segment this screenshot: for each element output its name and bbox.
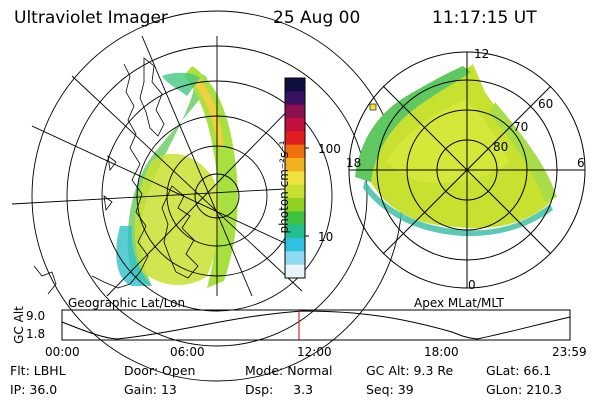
time-tick-1800: 18:00 bbox=[424, 345, 459, 359]
colorbar-swatch bbox=[285, 131, 305, 146]
colorbar-swatch bbox=[285, 78, 305, 92]
colorbar-swatch bbox=[285, 264, 305, 279]
footer-flt: Flt: LBHL bbox=[10, 363, 66, 378]
alt-tick-9: 9.0 bbox=[26, 309, 46, 323]
coastline-islands bbox=[103, 155, 117, 212]
aurora-bright-arc bbox=[192, 76, 224, 148]
colorbar-tick-100: 100 bbox=[318, 142, 341, 156]
mlat-label-60: 60 bbox=[538, 97, 554, 111]
colorbar-swatch bbox=[285, 158, 305, 172]
polar-plot bbox=[348, 51, 586, 289]
colorbar-swatch bbox=[285, 198, 305, 212]
aurora-diffuse-south bbox=[116, 226, 152, 286]
colorbar-swatch bbox=[285, 184, 305, 199]
footer-door: Door: Open bbox=[124, 363, 196, 378]
altitude-plot bbox=[61, 309, 571, 341]
colorbar-swatch bbox=[285, 144, 305, 159]
footer-gc-alt: GC Alt: 9.3 Re bbox=[366, 363, 454, 378]
time-tick-2359: 23:59 bbox=[552, 345, 587, 359]
time-label: 11:17:15 UT bbox=[432, 8, 537, 28]
polar-marker bbox=[369, 103, 377, 111]
coastline-greenland bbox=[139, 57, 165, 137]
footer-ip: IP: 36.0 bbox=[10, 382, 58, 397]
colorbar-swatch bbox=[285, 118, 305, 132]
mlat-label-80: 80 bbox=[493, 140, 509, 154]
time-tick-0000: 00:00 bbox=[45, 345, 80, 359]
footer-seq: Seq: 39 bbox=[366, 382, 414, 397]
mlt-label-18: 18 bbox=[346, 156, 362, 170]
alt-tick-1-8: 1.8 bbox=[26, 327, 46, 341]
coastline-europe bbox=[161, 185, 199, 279]
mlt-label-6: 6 bbox=[577, 156, 585, 170]
footer-mode: Mode: Normal bbox=[245, 363, 333, 378]
aurora-diffuse-edge bbox=[162, 72, 200, 96]
time-tick-0600: 06:00 bbox=[170, 345, 205, 359]
colorbar-swatch bbox=[285, 171, 305, 186]
footer-glon: GLon: 210.3 bbox=[486, 382, 562, 397]
polar-aurora-south bbox=[363, 180, 553, 237]
colorbar-tick-10: 10 bbox=[318, 230, 334, 244]
polar-aurora-east bbox=[490, 102, 557, 202]
mlt-label-12: 12 bbox=[474, 47, 490, 61]
footer-gain: Gain: 13 bbox=[124, 382, 177, 397]
colorbar-unit-label: photon cm⁻²s⁻¹ bbox=[277, 140, 291, 234]
colorbar-swatch bbox=[285, 104, 305, 119]
mlt-label-0: 0 bbox=[468, 278, 476, 292]
colorbar-swatch bbox=[285, 211, 305, 226]
apex-caption: Apex MLat/MLT bbox=[414, 296, 504, 310]
footer-dsp: Dsp: 3.3 bbox=[245, 382, 314, 397]
coastline-west bbox=[33, 265, 57, 295]
aurora-oval-band bbox=[184, 66, 238, 288]
mlat-label-70: 70 bbox=[513, 120, 529, 134]
altitude-curve bbox=[61, 310, 571, 340]
time-tick-1200: 12:00 bbox=[297, 345, 332, 359]
polar-aurora-core bbox=[385, 100, 510, 183]
coastline-north-america bbox=[91, 63, 149, 289]
aurora-oval-fill bbox=[134, 153, 220, 286]
colorbar bbox=[284, 77, 309, 279]
colorbar-swatch bbox=[285, 224, 305, 239]
colorbar-swatch bbox=[285, 91, 305, 106]
footer-glat: GLat: 66.1 bbox=[486, 363, 552, 378]
date-label: 25 Aug 00 bbox=[273, 8, 361, 28]
instrument-title: Ultraviolet Imager bbox=[14, 8, 168, 28]
geographic-map bbox=[11, 10, 403, 382]
geographic-caption: Geographic Lat/Lon bbox=[68, 296, 186, 310]
colorbar-swatch bbox=[285, 238, 305, 252]
colorbar-border bbox=[284, 77, 306, 279]
gc-alt-label: GC Alt bbox=[12, 306, 26, 344]
colorbar-swatch bbox=[285, 251, 305, 266]
